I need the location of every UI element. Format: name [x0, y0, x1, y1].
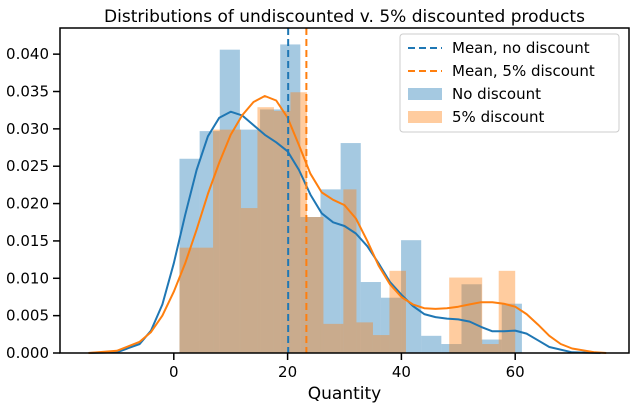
- histogram-bar: [481, 339, 502, 353]
- y-tick-label: 0.005: [6, 307, 49, 325]
- legend-label: Mean, no discount: [452, 39, 590, 57]
- legend-label: No discount: [452, 85, 541, 103]
- legend-item: Mean, 5% discount: [408, 62, 595, 80]
- histogram-bar: [320, 189, 341, 353]
- y-tick-label: 0.025: [6, 157, 49, 175]
- histogram-bar: [340, 143, 361, 353]
- y-tick-label: 0.000: [6, 344, 49, 362]
- histogram-bar: [323, 323, 344, 353]
- histogram-bar: [449, 277, 483, 353]
- kde-line-five-percent-discount: [88, 95, 607, 354]
- x-axis-label: Quantity: [308, 384, 381, 404]
- legend-item: 5% discount: [408, 108, 545, 126]
- legend-box: [399, 33, 620, 133]
- plot-area: [88, 28, 607, 354]
- axes-frame: [59, 27, 630, 354]
- histogram-bar: [461, 284, 482, 353]
- y-tick-label: 0.030: [6, 120, 49, 138]
- histogram-bar: [356, 322, 373, 353]
- legend-swatch: [408, 111, 442, 123]
- histogram-bar: [380, 297, 402, 353]
- x-tick-label: 0: [169, 363, 179, 381]
- y-axis: 0.000 0.005 0.010 0.015 0.020 0.025 0.030 0.035…: [6, 45, 60, 362]
- histogram-bar: [280, 44, 301, 354]
- histogram-bar: [199, 131, 220, 353]
- chart-title: Distributions of undiscounted v. 5% disc…: [104, 7, 585, 27]
- kde-line-no-discount: [88, 110, 601, 354]
- histogram-bar: [401, 240, 422, 353]
- histogram-bar: [260, 109, 281, 353]
- x-axis: 0 20 40 60: [169, 353, 525, 381]
- y-tick-label: 0.035: [6, 83, 49, 101]
- histogram-bar: [498, 270, 516, 353]
- histogram-bar: [273, 110, 291, 354]
- histogram-bar: [306, 217, 324, 353]
- legend-item: Mean, no discount: [408, 39, 590, 57]
- histogram-bar: [343, 189, 357, 353]
- legend-label: 5% discount: [452, 108, 545, 126]
- histogram-bar: [372, 335, 390, 353]
- histogram-bar: [501, 303, 522, 353]
- histogram-bar: [482, 344, 499, 353]
- histogram-bar: [240, 208, 258, 353]
- histogram-bar: [257, 107, 274, 353]
- histogram-bar: [389, 270, 406, 353]
- histogram-bar: [441, 344, 462, 353]
- histogram-bar: [179, 158, 200, 353]
- histogram-bar: [239, 129, 261, 353]
- x-tick-label: 60: [506, 363, 525, 381]
- legend-label: Mean, 5% discount: [452, 62, 595, 80]
- legend-item: No discount: [408, 85, 541, 103]
- x-tick-label: 40: [392, 363, 411, 381]
- histogram-bar: [360, 282, 381, 353]
- legend-swatch: [408, 88, 442, 100]
- histogram-bar: [421, 335, 442, 353]
- histogram-bar: [213, 129, 241, 353]
- x-tick-label: 20: [278, 363, 297, 381]
- y-tick-label: 0.020: [6, 195, 49, 213]
- y-tick-label: 0.015: [6, 232, 49, 250]
- histogram-bar: [219, 49, 240, 354]
- legend: Mean, no discount Mean, 5% discount No dis…: [399, 33, 620, 133]
- y-tick-label: 0.040: [6, 45, 49, 63]
- y-tick-label: 0.010: [6, 269, 49, 287]
